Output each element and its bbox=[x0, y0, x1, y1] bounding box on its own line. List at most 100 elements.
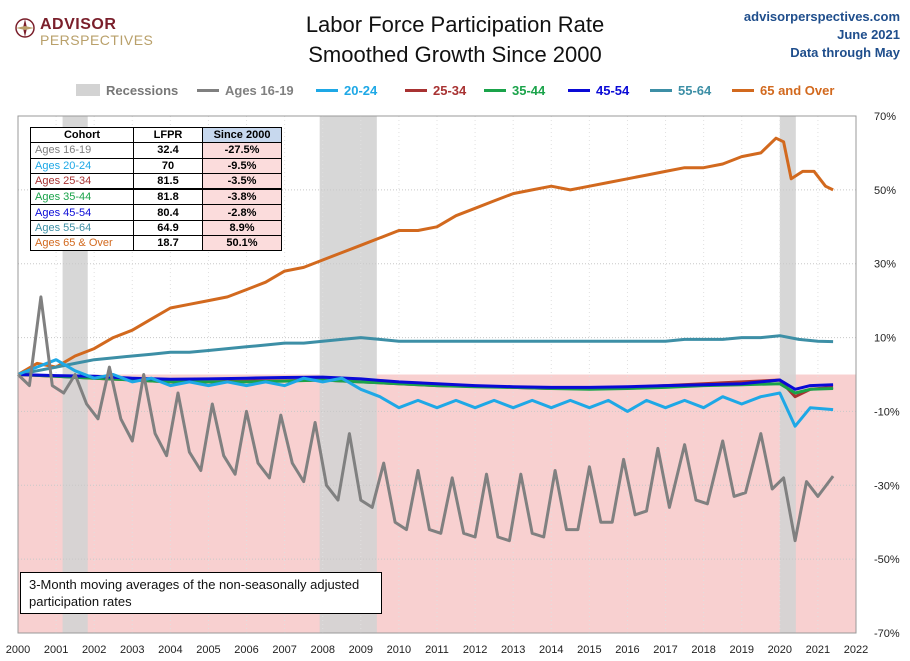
legend-item-20-24: 20-24 bbox=[316, 80, 377, 100]
x-tick-label: 2001 bbox=[44, 644, 68, 656]
cell-since-2000: -3.5% bbox=[202, 172, 282, 190]
legend-label: 35-44 bbox=[512, 82, 546, 98]
cell-lfpr: 70 bbox=[133, 157, 203, 174]
x-tick-label: 2019 bbox=[729, 644, 753, 656]
table-row: Ages 55-64 64.9 8.9% bbox=[30, 219, 282, 237]
table-row: Ages 35-44 81.8 -3.8% bbox=[30, 188, 282, 206]
y-tick-label: -50% bbox=[874, 554, 900, 566]
x-tick-label: 2017 bbox=[653, 644, 677, 656]
x-tick-label: 2003 bbox=[120, 644, 144, 656]
x-tick-label: 2005 bbox=[196, 644, 220, 656]
cell-cohort: Ages 20-24 bbox=[30, 157, 134, 174]
site-info: advisorperspectives.com June 2021 Data t… bbox=[744, 8, 900, 62]
table-header-since: Since 2000 bbox=[202, 126, 282, 144]
legend-label: 55-64 bbox=[678, 82, 712, 98]
y-tick-label: 30% bbox=[874, 259, 896, 271]
series-line-45-54 bbox=[17, 373, 834, 391]
legend-item-45-54: 45-54 bbox=[568, 80, 629, 100]
y-tick-label: 10% bbox=[874, 333, 896, 345]
table-row: Ages 16-19 32.4 -27.5% bbox=[30, 142, 282, 159]
cell-cohort: Ages 35-44 bbox=[30, 188, 134, 206]
x-tick-label: 2007 bbox=[272, 644, 296, 656]
legend: Recessions Ages 16-19 20-24 25-34 35-44 45-54… bbox=[0, 80, 910, 100]
x-tick-label: 2016 bbox=[615, 644, 639, 656]
cell-since-2000: -2.8% bbox=[202, 204, 282, 221]
x-tick-label: 2021 bbox=[806, 644, 830, 656]
x-tick-label: 2012 bbox=[463, 644, 487, 656]
cell-cohort: Ages 16-19 bbox=[30, 142, 134, 159]
legend-label: 45-54 bbox=[596, 82, 630, 98]
legend-label: Ages 16-19 bbox=[225, 82, 294, 98]
cell-cohort: Ages 25-34 bbox=[30, 172, 134, 190]
legend-swatch bbox=[732, 88, 754, 92]
legend-swatch bbox=[484, 88, 506, 92]
cell-lfpr: 81.5 bbox=[133, 172, 203, 190]
legend-label: Recessions bbox=[106, 82, 179, 98]
cell-cohort: Ages 55-64 bbox=[30, 219, 134, 237]
logo-text-perspectives: PERSPECTIVES bbox=[40, 32, 154, 48]
cell-lfpr: 80.4 bbox=[133, 204, 203, 221]
chart-background bbox=[18, 116, 856, 633]
series-line-65-and-over bbox=[17, 136, 834, 376]
cell-lfpr: 64.9 bbox=[133, 219, 203, 237]
legend-label: 20-24 bbox=[344, 82, 378, 98]
legend-item-recessions: Recessions bbox=[76, 80, 178, 100]
series-lines bbox=[16, 136, 835, 543]
x-tick-label: 2014 bbox=[539, 644, 563, 656]
legend-swatch bbox=[650, 88, 672, 92]
legend-swatch bbox=[568, 88, 590, 92]
table-row: Ages 25-34 81.5 -3.5% bbox=[30, 172, 282, 190]
y-tick-label: 50% bbox=[874, 185, 896, 197]
legend-label: 25-34 bbox=[433, 82, 467, 98]
cell-since-2000: 8.9% bbox=[202, 219, 282, 237]
x-tick-label: 2011 bbox=[425, 644, 449, 656]
compass-icon bbox=[15, 18, 35, 38]
x-tick-label: 2010 bbox=[387, 644, 411, 656]
table-row: Ages 45-54 80.4 -2.8% bbox=[30, 204, 282, 221]
logo-text-advisor: ADVISOR bbox=[40, 16, 117, 33]
x-tick-label: 2013 bbox=[501, 644, 525, 656]
x-tick-label: 2020 bbox=[768, 644, 792, 656]
site-url[interactable]: advisorperspectives.com bbox=[743, 9, 900, 24]
series-line-ages-16-19 bbox=[16, 295, 835, 543]
recession-band bbox=[319, 116, 377, 633]
cell-since-2000: -27.5% bbox=[202, 142, 282, 159]
legend-item-35-44: 35-44 bbox=[484, 80, 545, 100]
cell-cohort: Ages 65 & Over bbox=[30, 235, 134, 252]
legend-swatch bbox=[316, 88, 338, 92]
cell-lfpr: 32.4 bbox=[133, 142, 203, 159]
x-tick-label: 2000 bbox=[6, 644, 30, 656]
recession-band bbox=[779, 116, 796, 633]
cell-since-2000: -3.8% bbox=[202, 188, 282, 206]
footnote: 3-Month moving averages of the non-seaso… bbox=[20, 572, 382, 614]
legend-swatch bbox=[197, 88, 219, 92]
axes: 70% 50% 30% 10% -10% -30% -50% -70% 2000 2001 2002… bbox=[6, 111, 900, 656]
series-line-55-64 bbox=[17, 334, 834, 376]
data-through: Data through May bbox=[790, 45, 900, 60]
y-tick-label: -70% bbox=[874, 628, 900, 640]
table-header-lfpr: LFPR bbox=[133, 126, 203, 144]
legend-item-65-and-over: 65 and Over bbox=[732, 80, 834, 100]
x-tick-label: 2015 bbox=[577, 644, 601, 656]
table-header-cohort: Cohort bbox=[30, 126, 134, 144]
x-tick-label: 2022 bbox=[844, 644, 868, 656]
legend-swatch bbox=[405, 88, 427, 92]
cell-lfpr: 81.8 bbox=[133, 188, 203, 206]
legend-item-25-34: 25-34 bbox=[405, 80, 466, 100]
publish-date: June 2021 bbox=[837, 27, 900, 42]
x-tick-label: 2018 bbox=[691, 644, 715, 656]
chart-subtitle: Smoothed Growth Since 2000 bbox=[308, 42, 602, 67]
plot-frame bbox=[17, 115, 857, 634]
cell-cohort: Ages 45-54 bbox=[30, 204, 134, 221]
legend-label: 65 and Over bbox=[760, 82, 835, 98]
x-tick-label: 2009 bbox=[349, 644, 373, 656]
y-tick-label: -30% bbox=[874, 480, 900, 492]
cell-since-2000: -9.5% bbox=[202, 157, 282, 174]
cell-lfpr: 18.7 bbox=[133, 235, 203, 252]
x-tick-label: 2004 bbox=[158, 644, 182, 656]
y-tick-label: 70% bbox=[874, 111, 896, 123]
table-row: Ages 65 & Over 18.7 50.1% bbox=[30, 235, 282, 252]
cohort-table: Cohort LFPR Since 2000 Ages 16-19 32.4 -27… bbox=[30, 126, 282, 252]
table-header-row: Cohort LFPR Since 2000 bbox=[30, 126, 282, 144]
